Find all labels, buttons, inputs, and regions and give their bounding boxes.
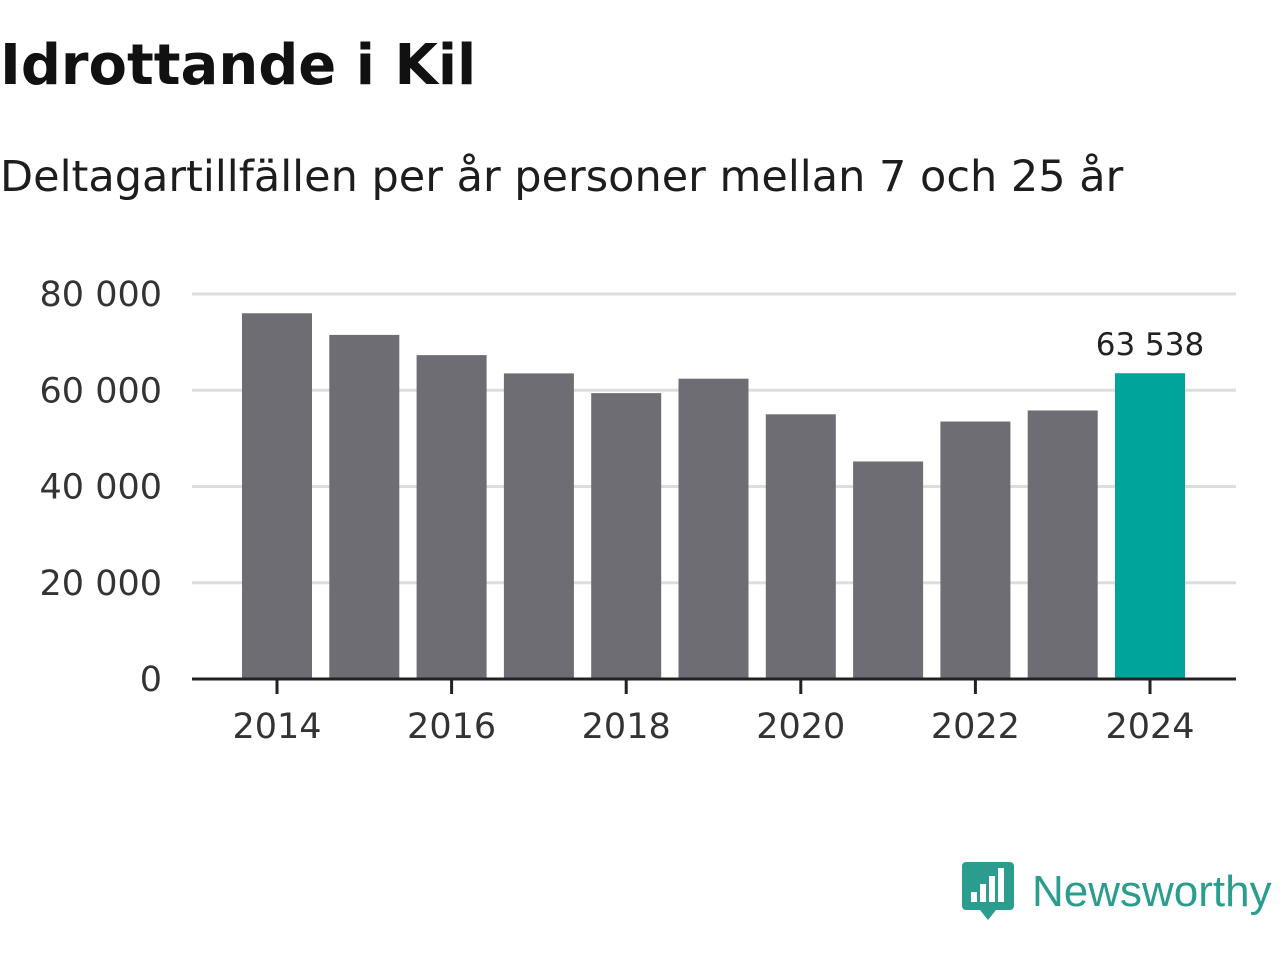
bar-2023 [1027,410,1098,679]
y-tick-label: 60 000 [40,371,162,411]
x-tick-label: 2014 [232,707,321,747]
x-tick-label: 2016 [407,707,496,747]
chart-title: Idrottande i Kil [0,33,477,98]
brand-logo: Newsworthy [962,862,1272,922]
y-tick-label: 40 000 [40,468,162,508]
chart-subtitle: Deltagartillfällen per år personer mella… [0,152,1124,202]
data-label: 63 538 [1096,327,1204,363]
x-tick-label: 2022 [931,707,1020,747]
bar-2016 [416,355,487,679]
bar-2014 [242,313,312,679]
bar-2022 [940,421,1011,679]
y-tick-label: 80 000 [40,275,162,315]
x-tick-label: 2020 [756,707,845,747]
bar-2020 [765,414,836,679]
y-tick-label: 20 000 [40,564,162,604]
bar-2018 [591,393,662,679]
bar-2017 [503,373,574,679]
bar-2019 [678,378,749,679]
bar-2015 [329,334,400,679]
bar-2024 [1115,373,1185,679]
brand-name: Newsworthy [1032,867,1272,916]
y-tick-label: 0 [140,660,162,700]
bar-2021 [853,461,924,679]
x-tick-label: 2018 [582,707,671,747]
newsworthy-logo-icon [962,862,1014,920]
x-tick-label: 2024 [1105,707,1194,747]
